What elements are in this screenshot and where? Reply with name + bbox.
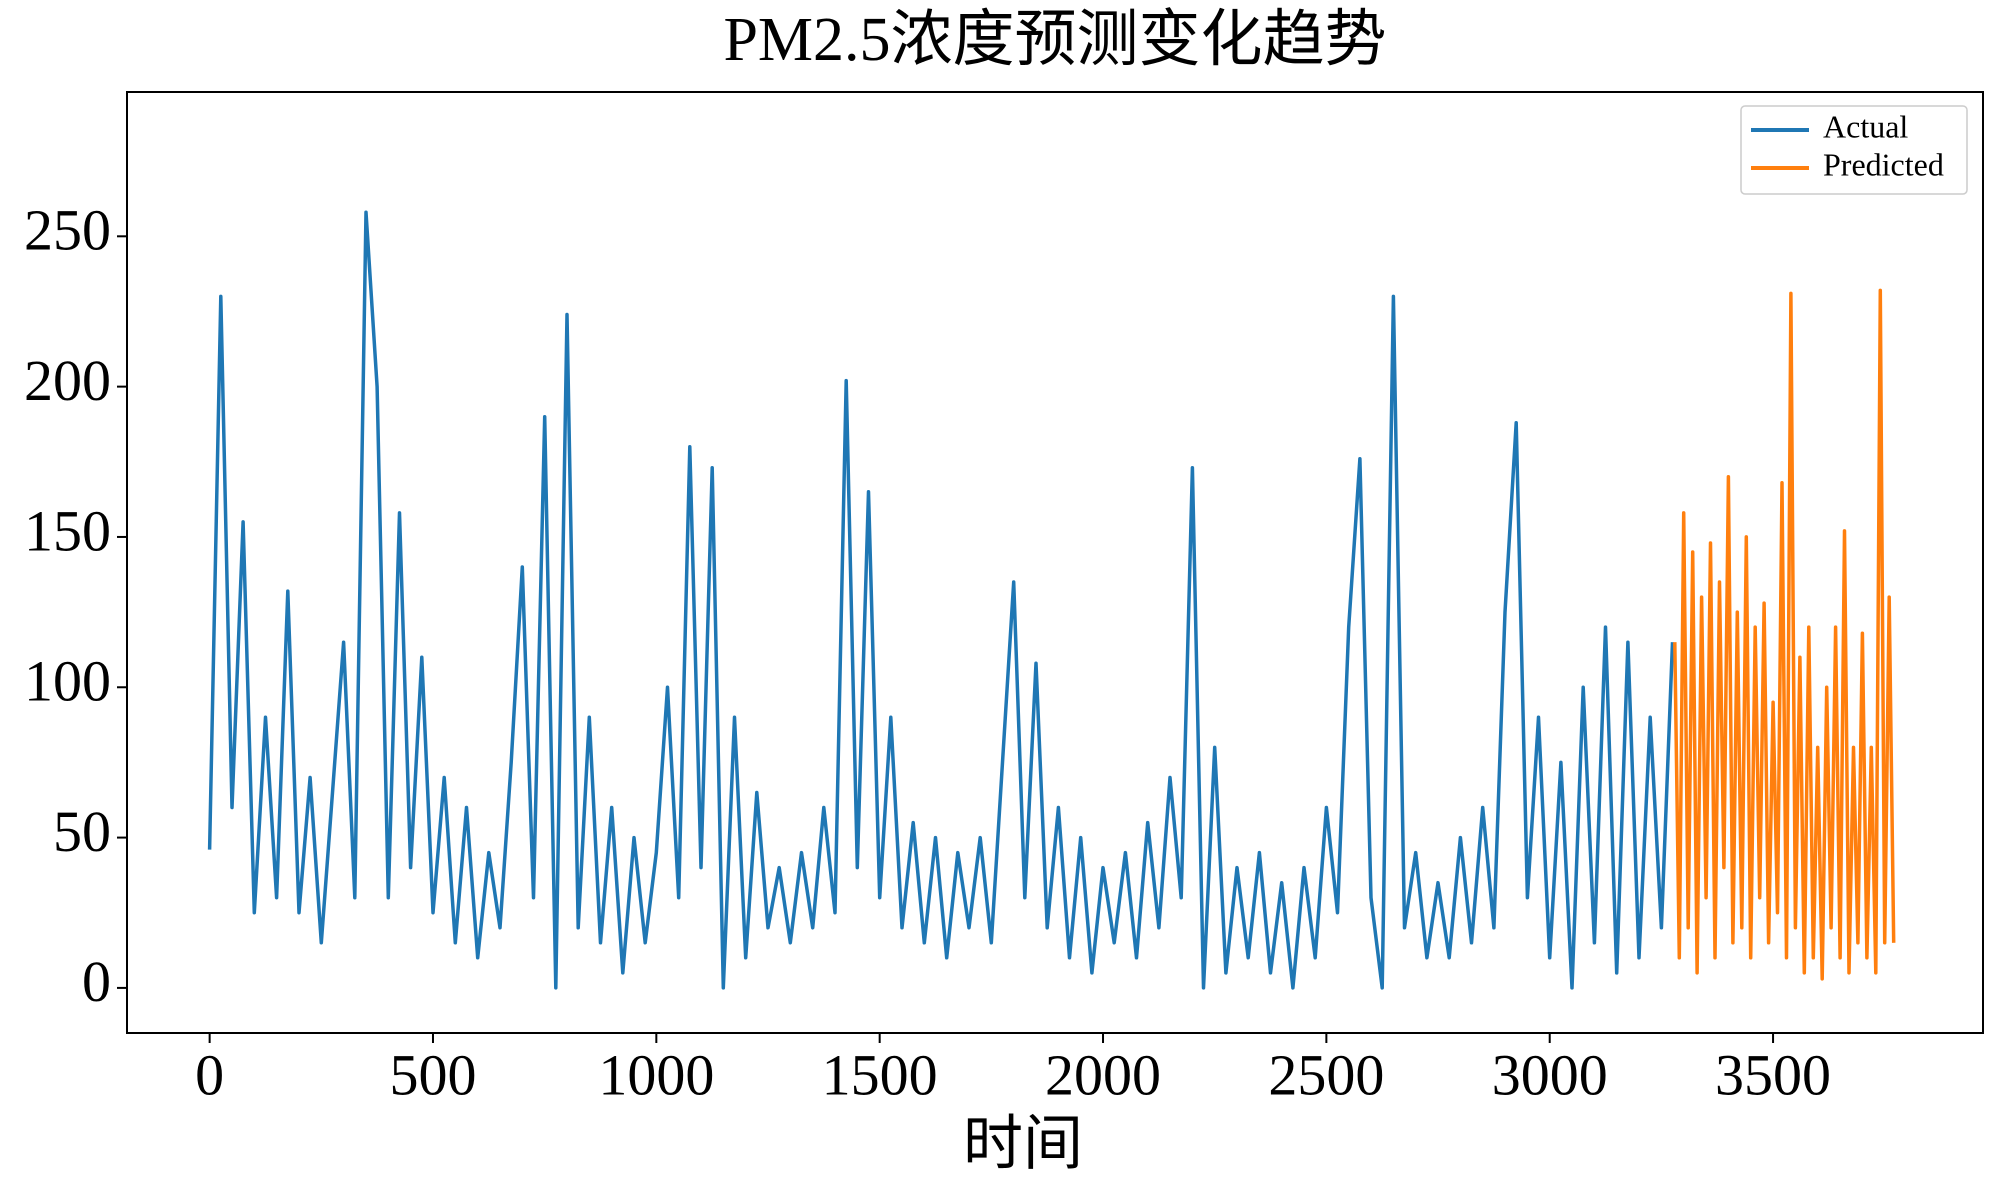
x-tick-label: 3500 xyxy=(1715,1042,1831,1107)
x-tick-label: 3000 xyxy=(1492,1042,1608,1107)
x-tick-label: 500 xyxy=(389,1042,476,1107)
x-tick-label: 2000 xyxy=(1045,1042,1161,1107)
x-tick-label: 1000 xyxy=(598,1042,714,1107)
chart-title: PM2.5浓度预测变化趋势 xyxy=(723,6,1386,74)
y-tick-label: 100 xyxy=(24,649,111,714)
y-tick-label: 200 xyxy=(24,348,111,413)
legend-label: Actual xyxy=(1823,108,1908,144)
x-tick-label: 2500 xyxy=(1268,1042,1384,1107)
y-tick-label: 0 xyxy=(82,949,111,1014)
data-line xyxy=(1673,288,1896,981)
y-tick-label: 250 xyxy=(24,198,111,263)
data-line xyxy=(207,210,1675,990)
plot-frame xyxy=(126,91,1984,1034)
x-axis-label: 时间 xyxy=(963,1111,1083,1177)
x-tick-label: 1500 xyxy=(822,1042,938,1107)
y-tick-label: 150 xyxy=(24,498,111,563)
legend-label: Predicted xyxy=(1823,146,1944,182)
x-tick-label: 0 xyxy=(195,1042,224,1107)
y-tick-label: 50 xyxy=(53,799,111,864)
